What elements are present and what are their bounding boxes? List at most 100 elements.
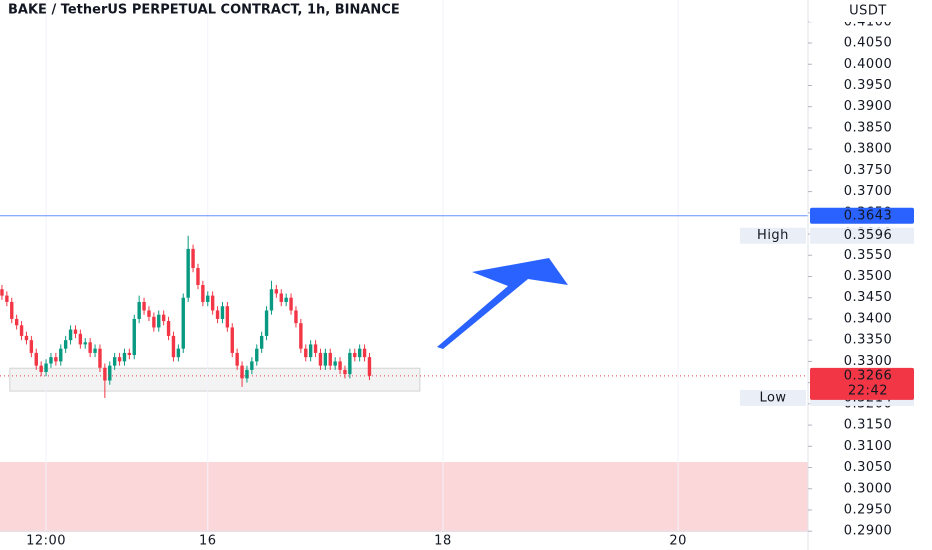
last-price-badge (810, 367, 914, 400)
x-tick-label: 18 (434, 534, 452, 549)
candle-body (0, 289, 4, 296)
candle-body (157, 314, 161, 328)
candle-body (308, 344, 313, 358)
candle-body (142, 301, 146, 311)
candle-body (220, 306, 225, 319)
candle-body (108, 365, 112, 381)
y-tick-label: 0.3700 (844, 184, 893, 199)
plot-area (0, 0, 808, 533)
candle-body (362, 348, 367, 358)
y-tick-label: 0.3800 (844, 142, 893, 157)
y-tick-label: 0.3450 (844, 290, 893, 305)
candle-body (181, 297, 185, 349)
candle-body (152, 316, 156, 328)
currency-box (809, 0, 932, 22)
candle-body (284, 297, 288, 302)
candle-body (313, 344, 318, 353)
candle-body (264, 310, 269, 336)
candle-body (98, 348, 102, 368)
marker-name: Low (759, 390, 786, 405)
y-tick-label: 0.3000 (844, 481, 893, 496)
candle-body (206, 295, 210, 302)
candle-body (299, 323, 303, 349)
y-tick-label: 0.3400 (844, 311, 893, 326)
y-tick-label: 0.3900 (844, 99, 893, 114)
candle-body (63, 340, 68, 349)
candle-body (59, 348, 63, 362)
candle-body (274, 289, 279, 294)
candle-body (83, 342, 87, 345)
candle-body (24, 335, 29, 341)
candle-body (215, 310, 220, 319)
candle-body (68, 329, 73, 341)
candle-body (117, 357, 122, 362)
candle-body (250, 361, 254, 370)
y-tick-label: 0.3850 (844, 120, 893, 135)
candle-body (103, 367, 107, 381)
candle-body (122, 352, 127, 362)
candle-body (44, 363, 48, 373)
candle-body (186, 248, 190, 298)
candle-body (225, 306, 230, 328)
candle-body (132, 318, 136, 356)
candle-body (269, 289, 274, 311)
candle-body (196, 268, 200, 285)
candle-body (338, 361, 342, 370)
y-tick-label: 0.4000 (844, 57, 893, 72)
candle-body (14, 318, 19, 326)
y-tick-label: 0.2900 (844, 524, 893, 539)
candle-body (137, 301, 141, 319)
candle-body (93, 348, 97, 353)
candle-body (230, 327, 234, 353)
candle-body (240, 365, 244, 379)
candle-body (176, 348, 181, 358)
x-tick-label: 12:00 (26, 534, 66, 549)
candle-body (39, 365, 43, 373)
candle-body (343, 369, 347, 375)
candle-body (127, 352, 132, 356)
y-tick-label: 0.3100 (844, 439, 893, 454)
candle-body (19, 325, 24, 336)
candle-body (259, 335, 264, 349)
y-tick-label: 0.3350 (844, 333, 893, 348)
marker-name-badge (740, 389, 806, 406)
candle-body (353, 352, 357, 358)
candle-body (29, 340, 34, 353)
x-tick-label: 20 (669, 534, 687, 549)
zone (0, 462, 808, 533)
x-tick-label: 16 (199, 534, 217, 549)
candle-body (367, 357, 372, 376)
candle-body (235, 352, 239, 366)
candle-body (10, 301, 14, 319)
candle-body (166, 321, 171, 336)
candle-body (304, 348, 308, 358)
candle-body (294, 310, 298, 324)
candle-body (88, 342, 92, 353)
candle-body (323, 352, 328, 366)
candle-body (333, 361, 337, 366)
countdown: 22:42 (848, 383, 888, 398)
candle-body (191, 248, 195, 269)
candle-body (328, 352, 332, 366)
candle-body (54, 357, 58, 362)
y-tick-label: 0.3500 (844, 269, 893, 284)
currency: USDT (849, 4, 887, 19)
candle-body (78, 333, 83, 345)
candle-body (112, 357, 117, 366)
candle-body (161, 314, 166, 322)
chart-title: BAKE / TetherUS PERPETUAL CONTRACT, 1h, … (8, 3, 400, 18)
candle-body (34, 352, 38, 366)
y-tick-label: 0.2950 (844, 502, 893, 517)
price-axis: 0.2900 0.2950 0.3000 0.3050 0.3100 0.3150 0.32… (740, 14, 914, 539)
marker-label: 0.3596 (844, 228, 893, 243)
candle-body (279, 293, 283, 302)
candle-body (318, 352, 323, 366)
candle-body (171, 335, 176, 358)
y-tick-label: 0.3950 (844, 78, 893, 93)
y-tick-label: 0.3750 (844, 163, 893, 178)
candle-body (49, 357, 53, 364)
candle-body (357, 348, 362, 358)
